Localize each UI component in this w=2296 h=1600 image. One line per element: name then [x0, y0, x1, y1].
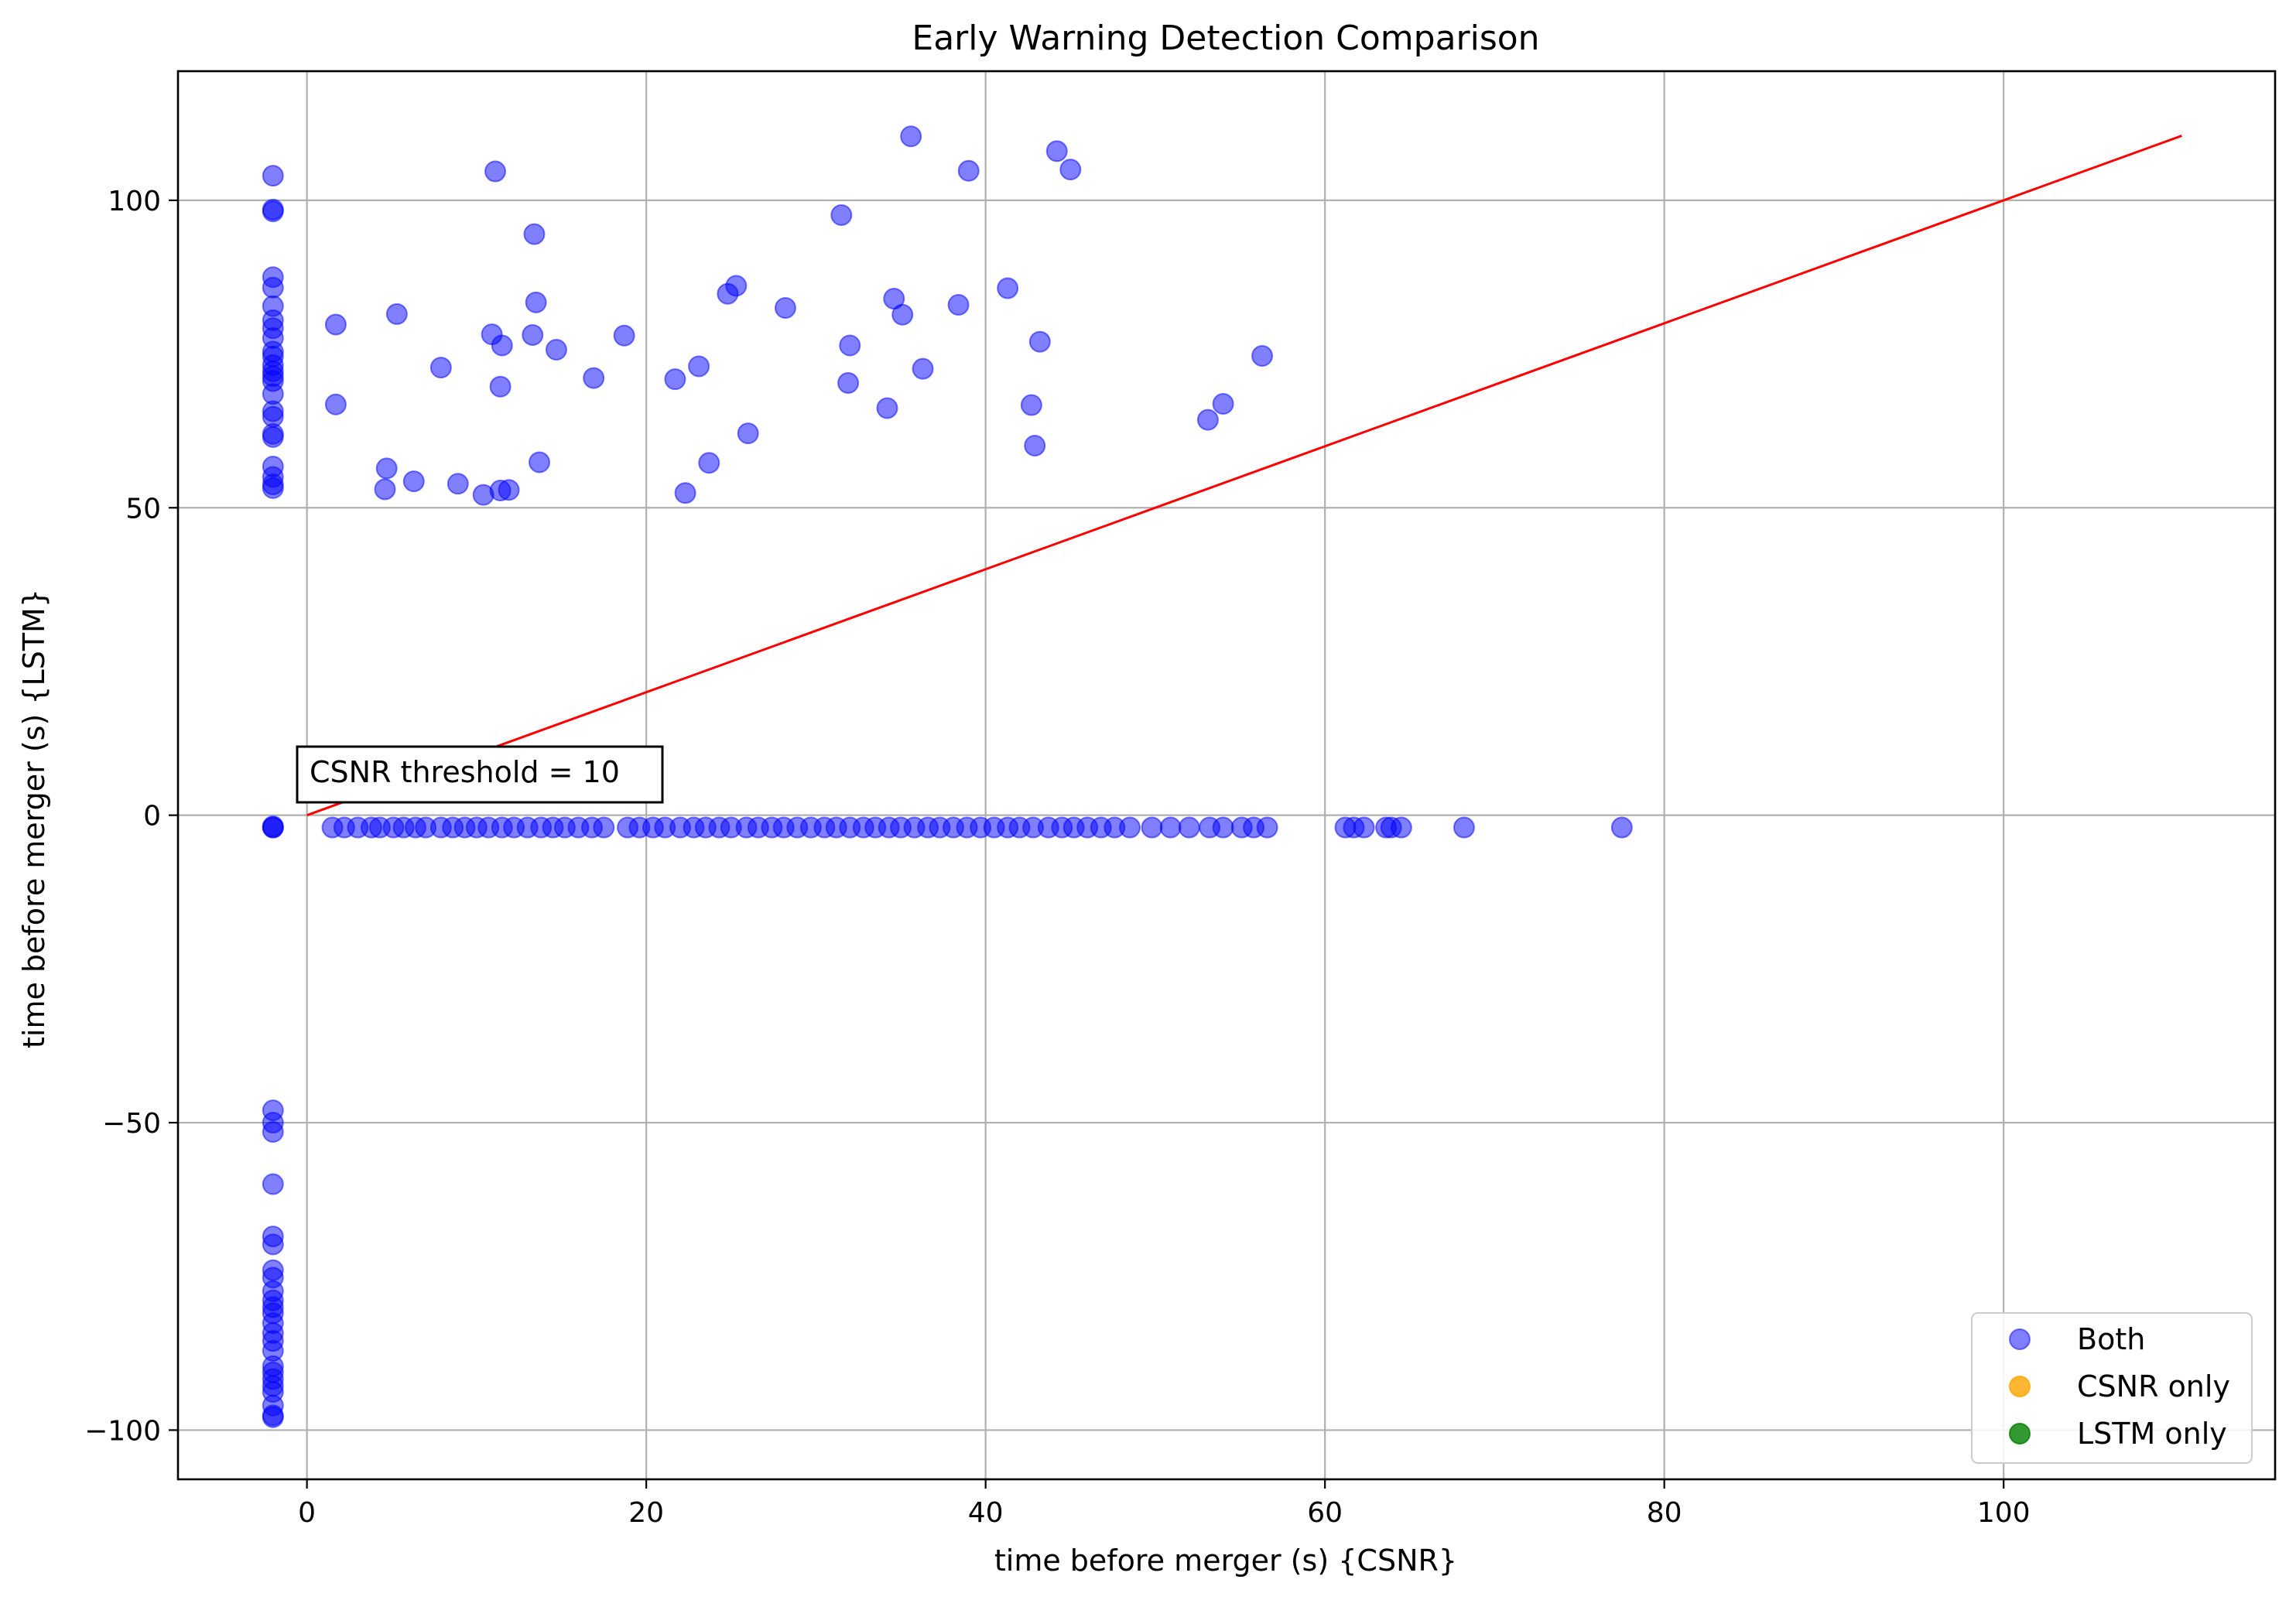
scatter-point: [262, 1406, 284, 1428]
scatter-point: [688, 355, 710, 378]
scatter-point: [375, 457, 398, 480]
annotation-text: CSNR threshold = 10: [310, 755, 620, 789]
x-tick-label: 80: [1647, 1497, 1682, 1529]
scatter-point: [1028, 330, 1051, 353]
legend-label-lstm-only: LSTM only: [2077, 1417, 2227, 1451]
scatter-point: [891, 303, 914, 326]
scatter-point: [545, 339, 567, 361]
scatter-point: [664, 368, 686, 391]
scatter-point: [447, 473, 469, 495]
scatter-point: [523, 223, 546, 245]
scatter-point: [1390, 816, 1412, 839]
y-axis-label: time before merger (s) {LSTM}: [17, 589, 51, 1048]
y-tick-label: 50: [125, 493, 161, 525]
scatter-point: [1256, 816, 1278, 839]
scatter-point: [947, 294, 970, 316]
scatter-point: [1212, 816, 1234, 839]
scatter-point: [262, 477, 284, 499]
scatter-point: [525, 291, 547, 313]
x-tick-label: 60: [1307, 1497, 1343, 1529]
scatter-point: [725, 275, 748, 297]
scatter-point: [262, 815, 284, 837]
scatter-point: [1353, 816, 1375, 839]
chart-title: Early Warning Detection Comparison: [912, 19, 1539, 58]
scatter-point: [489, 375, 512, 398]
reference-line: [306, 135, 2182, 817]
scatter-point: [1020, 394, 1042, 416]
scatter-point: [876, 397, 898, 419]
scatter-point: [491, 334, 513, 357]
reference-line-layer: [306, 135, 2182, 817]
scatter-point: [774, 296, 796, 319]
scatter-point: [737, 422, 759, 445]
y-tick-label: 0: [143, 801, 161, 832]
scatter-point: [837, 371, 860, 394]
scatter-point: [429, 357, 452, 379]
scatter-point: [613, 324, 635, 347]
scatter-point: [674, 482, 696, 504]
legend-label-csnr-only: CSNR only: [2077, 1369, 2230, 1403]
y-tick-label: 100: [108, 186, 161, 217]
legend-marker-csnr-only: [2009, 1376, 2031, 1397]
legend-marker-both: [2009, 1328, 2031, 1350]
scatter-point: [262, 1120, 284, 1143]
scatter-point: [1178, 816, 1200, 839]
data-points: [262, 125, 1633, 1428]
scatter-point: [1610, 816, 1633, 839]
threshold-annotation: CSNR threshold = 10: [296, 745, 664, 804]
scatter-point: [1059, 159, 1082, 181]
scatter-point: [374, 478, 396, 501]
x-tick-label: 100: [1977, 1497, 2031, 1529]
scatter-point: [262, 1173, 284, 1195]
scatter-point: [912, 357, 934, 380]
scatter-point: [498, 479, 520, 501]
scatter-point: [324, 393, 347, 415]
scatter-point: [583, 367, 605, 389]
scatter-point: [1045, 140, 1068, 162]
scatter-point: [1119, 816, 1141, 839]
scatter-point: [262, 165, 284, 187]
scatter-point: [900, 125, 922, 148]
legend-marker-lstm-only: [2009, 1423, 2031, 1444]
scatter-point: [593, 816, 615, 839]
axis-ticks: 0 20 40 60 80 100 −100 −50 0 50 100: [84, 186, 2030, 1529]
scatter-point: [262, 200, 284, 223]
y-tick-label: −100: [84, 1415, 161, 1447]
scatter-point: [1251, 344, 1274, 367]
scatter-point: [698, 452, 720, 474]
x-tick-label: 20: [628, 1497, 664, 1529]
scatter-point: [830, 203, 853, 226]
scatter-point: [839, 334, 861, 357]
scatter-point: [324, 313, 347, 336]
legend-label-both: Both: [2077, 1322, 2145, 1356]
scatter-point: [262, 1233, 284, 1256]
scatter-point: [957, 159, 980, 182]
scatter-point: [262, 276, 284, 299]
scatter-point: [262, 426, 284, 448]
scatter-point: [402, 470, 425, 493]
scatter-point: [1141, 816, 1163, 839]
scatter-point: [997, 277, 1019, 299]
x-axis-label: time before merger (s) {CSNR}: [994, 1544, 1457, 1578]
scatter-point: [522, 323, 544, 346]
legend-box: [1971, 1312, 2253, 1464]
scatter-point: [529, 451, 551, 474]
x-tick-label: 0: [298, 1497, 316, 1529]
scatter-point: [385, 303, 408, 325]
scatter-point: [1453, 816, 1475, 839]
x-tick-label: 40: [968, 1497, 1004, 1529]
legend: Both CSNR only LSTM only: [1971, 1312, 2253, 1464]
scatter-point: [1196, 409, 1219, 431]
scatter-point: [1159, 816, 1182, 839]
y-tick-label: −50: [102, 1108, 161, 1140]
scatter-point: [484, 160, 507, 183]
scatter-point: [1024, 435, 1046, 457]
annotation-box: [296, 745, 664, 804]
plot-area-frame: [176, 70, 2277, 1481]
scatter-point: [1212, 392, 1234, 415]
